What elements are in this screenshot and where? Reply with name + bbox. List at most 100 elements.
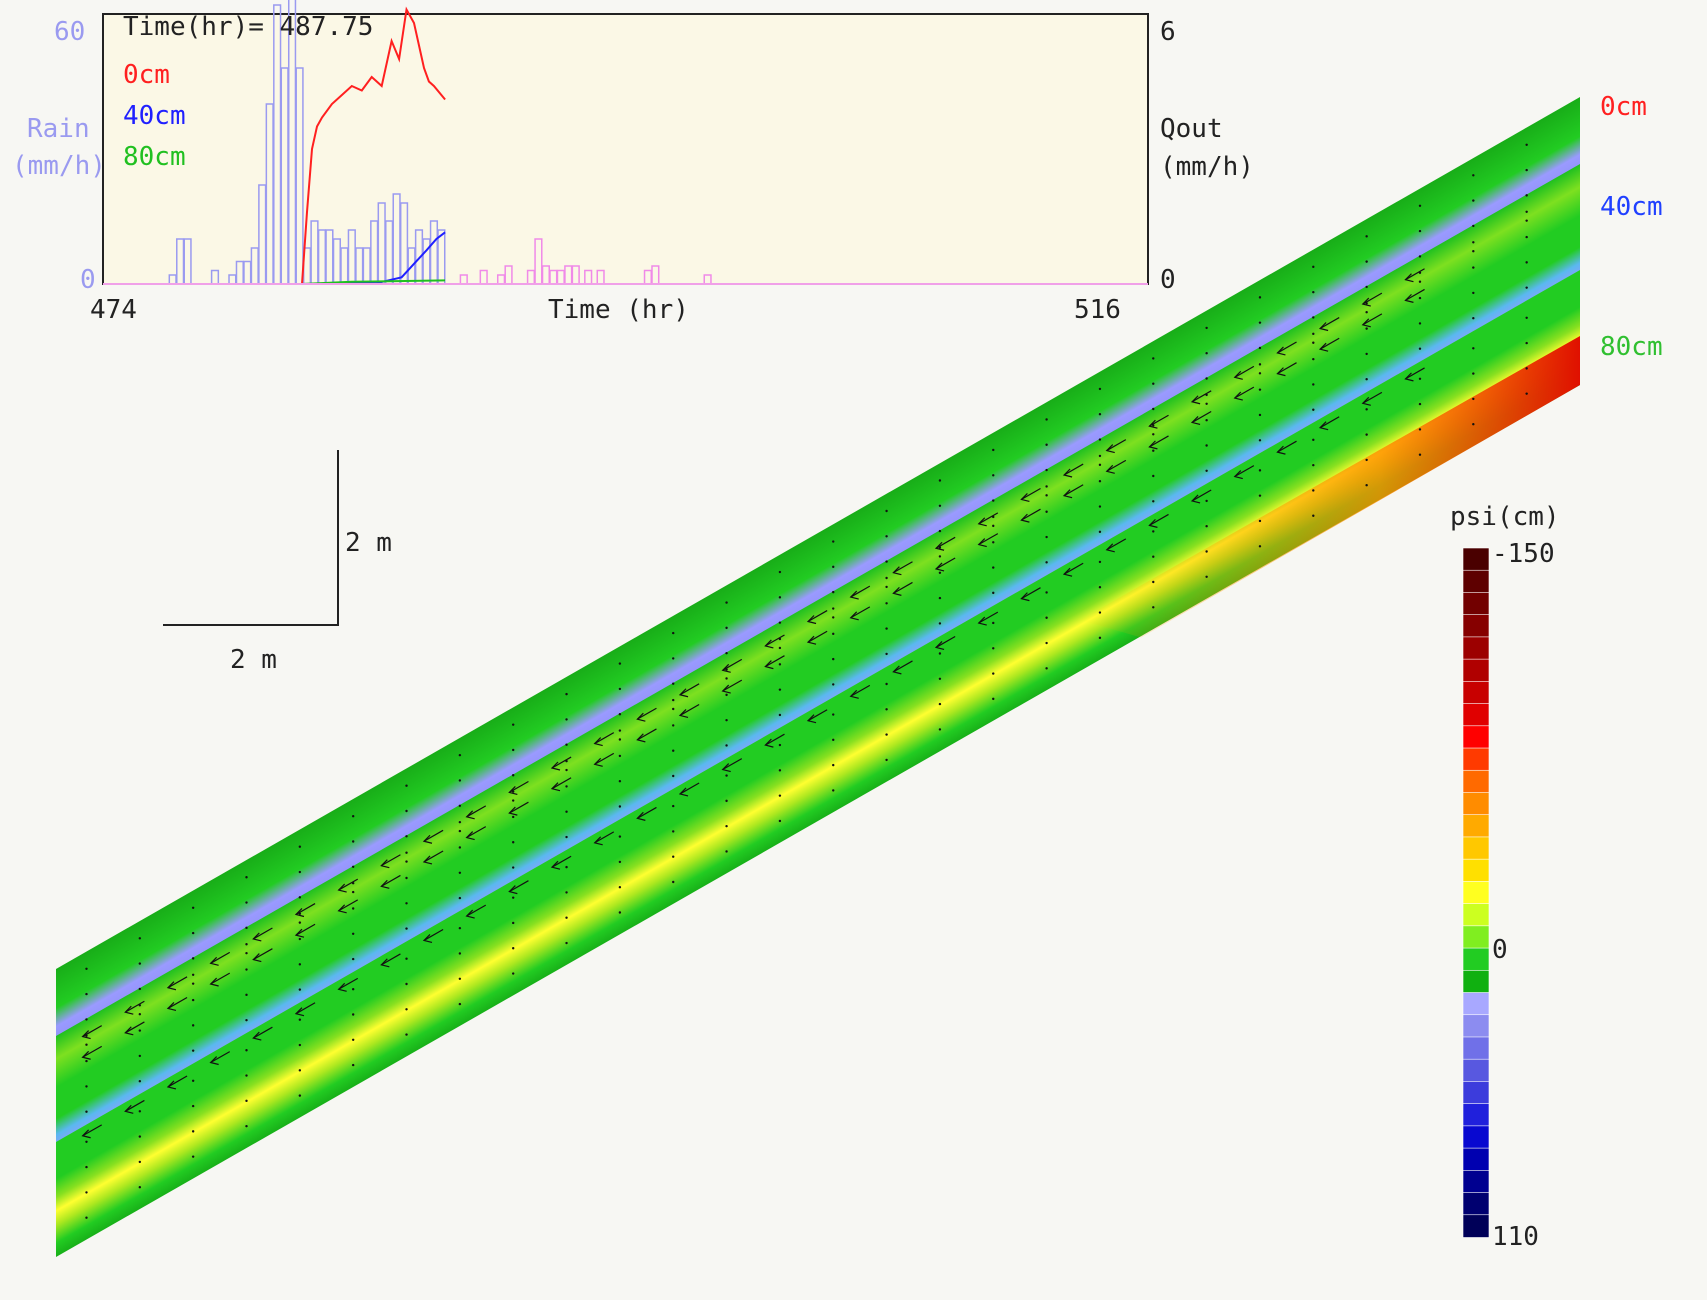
grid-node — [618, 860, 622, 864]
grid-node — [1312, 463, 1315, 467]
dry-zone-top-right — [1080, 336, 1580, 640]
grid-node — [778, 570, 782, 574]
grid-node — [1258, 519, 1262, 523]
grid-node — [405, 876, 408, 880]
grid-node — [672, 774, 675, 778]
flow-arrowhead — [380, 879, 390, 889]
colorbar-title: psi(cm) — [1450, 502, 1560, 532]
flow-arrowhead — [124, 1104, 134, 1114]
colorbar-swatch — [1462, 792, 1490, 816]
flow-arrowhead — [593, 836, 603, 846]
flow-arrowhead — [849, 590, 859, 600]
grid-node — [938, 702, 942, 706]
grid-node — [778, 596, 782, 599]
grid-node — [1418, 271, 1422, 275]
grid-node — [458, 829, 462, 833]
legend-80cm: 80cm — [123, 142, 186, 172]
grid-node — [618, 835, 622, 838]
grid-node — [1418, 255, 1422, 258]
flow-arrowhead — [1361, 297, 1371, 307]
grid-node — [992, 566, 995, 569]
flow-arrowhead — [934, 641, 945, 651]
grid-node — [1312, 290, 1315, 294]
colorbar-swatch — [1462, 592, 1490, 616]
grid-node — [725, 718, 728, 722]
grid-node — [778, 621, 782, 624]
grid-node — [1525, 261, 1528, 264]
grid-node — [832, 607, 835, 610]
grid-node — [725, 626, 728, 630]
flow-vectors — [81, 268, 1425, 1139]
grid-node — [778, 713, 782, 717]
flow-arrowhead — [81, 1050, 91, 1060]
grid-node — [458, 977, 462, 980]
grid-node — [351, 1013, 355, 1016]
grid-node — [725, 799, 728, 803]
grid-node — [458, 871, 462, 874]
grid-node — [1525, 194, 1528, 197]
grid-node — [1365, 458, 1368, 462]
grid-node — [672, 880, 675, 884]
grid-node — [351, 957, 355, 961]
grid-node — [138, 962, 142, 965]
grid-node — [938, 529, 942, 533]
grid-node — [1525, 168, 1528, 172]
flow-arrowhead — [294, 1007, 305, 1017]
grid-node — [725, 850, 728, 853]
flow-arrow — [1319, 337, 1340, 350]
flow-arrow — [82, 1124, 103, 1137]
flow-arrowhead — [849, 689, 859, 699]
grid-node — [85, 992, 88, 996]
colorbar-swatches — [1462, 547, 1490, 1238]
strip-label-80cm: 80cm — [1600, 332, 1663, 362]
grid-node — [992, 515, 995, 519]
grid-node — [1525, 316, 1528, 319]
grid-node — [1098, 387, 1102, 391]
grid-node — [992, 697, 995, 701]
grid-node — [1312, 514, 1315, 517]
grid-node — [992, 621, 995, 625]
grid-node — [245, 951, 248, 955]
flow-arrow — [167, 976, 188, 989]
colorbar-swatch — [1462, 1214, 1490, 1238]
grid-node — [1312, 341, 1315, 344]
grid-node — [565, 692, 568, 696]
flow-arrowhead — [1190, 494, 1201, 504]
flow-arrow — [765, 733, 785, 746]
grid-node — [245, 1074, 248, 1077]
grid-node — [1205, 326, 1208, 330]
grid-node — [565, 718, 568, 721]
flow-arrowhead — [849, 611, 859, 621]
flow-arrowhead — [1233, 391, 1243, 401]
flow-arrowhead — [721, 663, 731, 673]
grid-node — [938, 504, 942, 507]
grid-node — [885, 509, 888, 513]
grid-node — [351, 988, 355, 991]
grid-node — [405, 784, 408, 787]
grid-node — [618, 738, 622, 741]
grid-node — [778, 769, 782, 772]
grid-node — [992, 474, 995, 477]
grid-node — [1525, 367, 1528, 370]
flow-arrowhead — [892, 665, 902, 675]
right-axis-label-line2: (mm/h) — [1160, 152, 1254, 182]
grid-node — [885, 758, 888, 762]
grid-node — [85, 1110, 88, 1113]
flow-arrow — [210, 972, 231, 985]
colorbar-swatch — [1462, 1081, 1490, 1105]
flow-arrowhead — [1318, 342, 1329, 352]
grid-node — [512, 723, 515, 726]
colorbar-swatch — [1462, 1036, 1490, 1060]
grid-node — [1418, 377, 1422, 381]
flow-arrowhead — [1020, 492, 1030, 502]
grid-node — [458, 753, 462, 757]
grid-node — [298, 1094, 302, 1097]
flow-arrowhead — [892, 586, 902, 596]
colorbar-swatch — [1462, 1192, 1490, 1216]
grid-node — [992, 448, 995, 452]
grid-node — [298, 963, 302, 966]
grid-node — [725, 774, 728, 777]
flow-arrow — [1234, 465, 1255, 478]
flow-arrowhead — [508, 806, 518, 816]
grid-node — [1525, 219, 1528, 222]
